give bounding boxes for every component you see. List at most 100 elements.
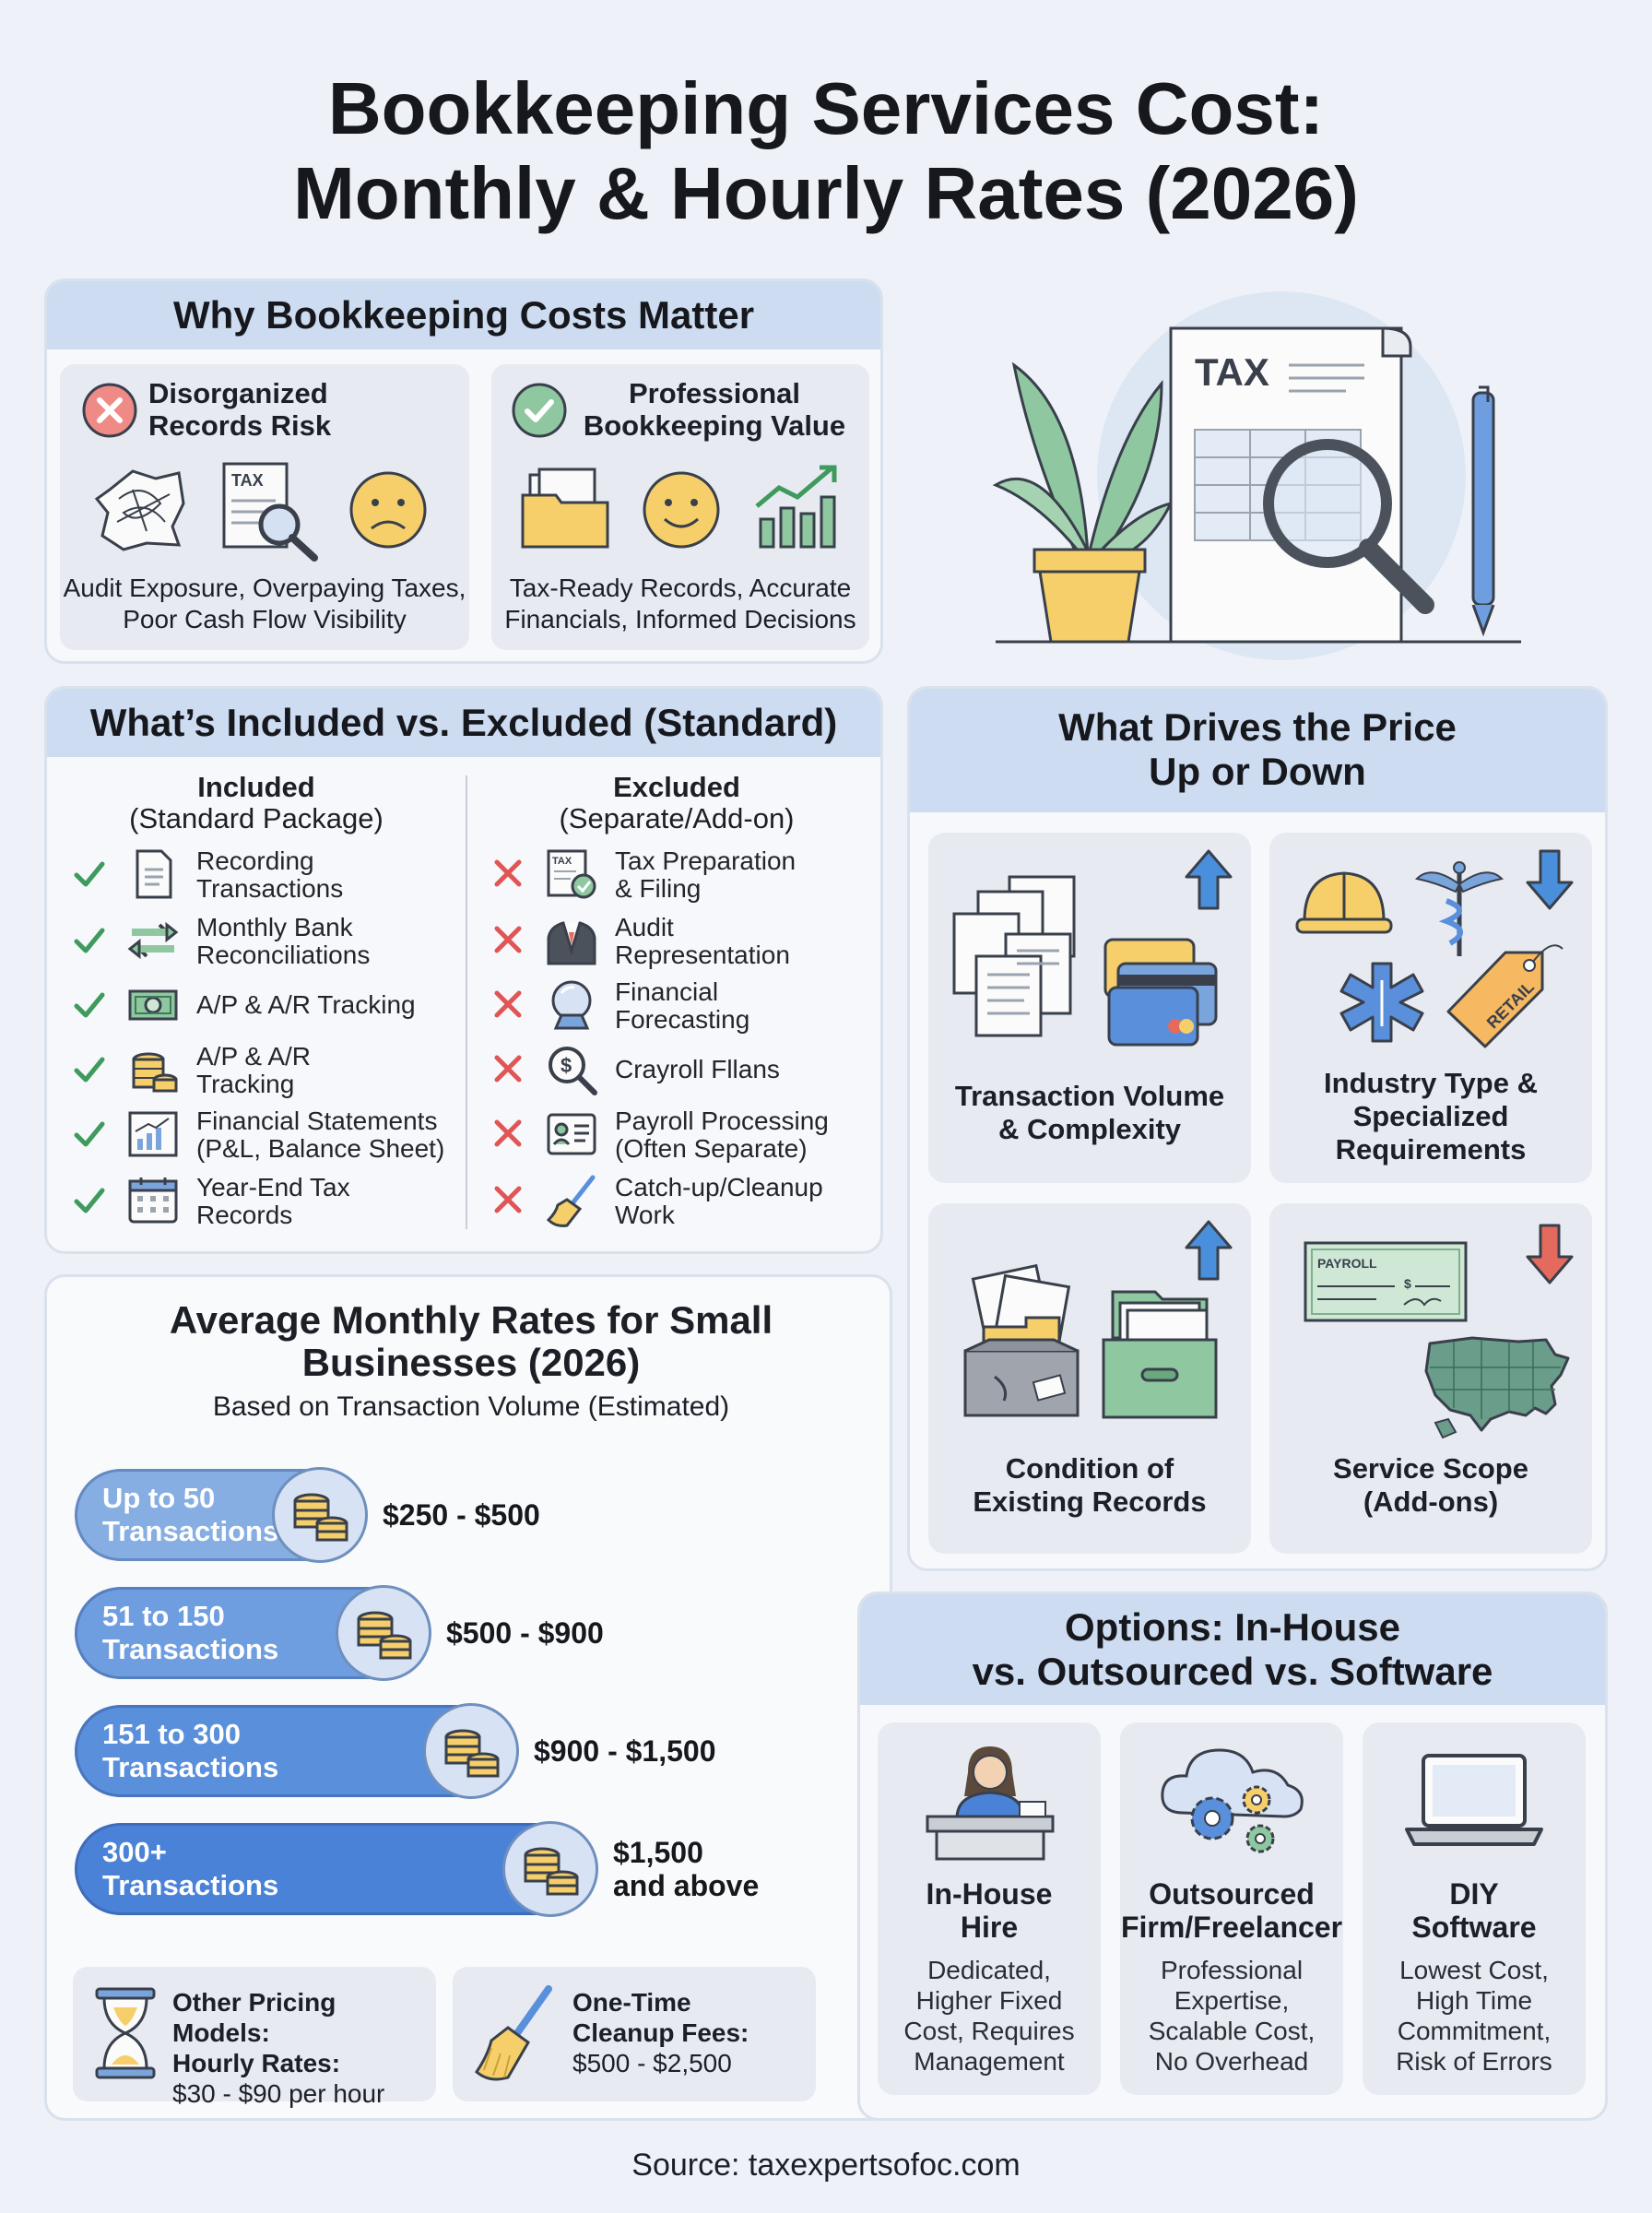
label-line-1: A/P & A/R Tracking <box>196 990 416 1019</box>
label-line-1: Catch-up/Cleanup <box>615 1173 823 1201</box>
error-x-icon <box>82 383 137 438</box>
title-line-2: Monthly & Hourly Rates (2026) <box>293 152 1359 234</box>
magnifying-glass-icon <box>1263 439 1434 614</box>
label-line-2: Tracking <box>196 1070 295 1098</box>
included-item-label: Monthly Bank Reconciliations <box>196 914 370 969</box>
rate-tier-label: 51 to 150 Transactions <box>102 1600 278 1666</box>
included-item-label: Year-End Tax Records <box>196 1174 350 1229</box>
price-drivers-heading: What Drives the Price Up or Down <box>910 689 1605 812</box>
svg-text:TAX: TAX <box>231 471 264 490</box>
included-excluded-card: What’s Included vs. Excluded (Standard) … <box>44 686 883 1254</box>
rate-tier-bar: 51 to 150 Transactions <box>75 1587 428 1679</box>
option-outsourced: Outsourced Firm/Freelancer Professional … <box>1120 1722 1343 2095</box>
excluded-item-label: Audit Representation <box>615 914 790 969</box>
label-line-2: (Often Separate) <box>615 1134 808 1163</box>
check-icon <box>71 855 108 892</box>
driver-service-scope: PAYROLL $ Service Scope (Add-ons) <box>1269 1203 1592 1554</box>
included-item-label: A/P & A/R Tracking <box>196 991 416 1019</box>
included-excluded-heading: What’s Included vs. Excluded (Standard) <box>47 689 880 757</box>
credit-cards-icon <box>1103 938 1218 1047</box>
check-icon <box>71 1115 108 1152</box>
price-line-1: $500 - $900 <box>446 1616 604 1650</box>
filing-box-icon <box>1102 1290 1218 1419</box>
crystal-ball-icon <box>545 978 598 1032</box>
label-line-1: Monthly Bank <box>196 913 353 941</box>
value-description: Tax-Ready Records, Accurate Financials, … <box>504 574 856 633</box>
cross-icon <box>490 921 526 958</box>
label-line-1: Crayroll Fllans <box>615 1055 780 1083</box>
label-line-1: Payroll Processing <box>615 1106 829 1135</box>
driver-transaction-volume: Transaction Volume & Complexity <box>928 833 1251 1183</box>
tier-unit: Transactions <box>102 1869 279 1901</box>
svg-text:$: $ <box>1404 1276 1411 1291</box>
price-drivers-card: What Drives the Price Up or Down <box>907 686 1608 1571</box>
rate-tier-label: 300+ Transactions <box>102 1836 278 1902</box>
label-line-2: Representation <box>615 941 790 969</box>
tier-unit: Transactions <box>102 1633 279 1665</box>
hero-illustration: TAX <box>992 291 1521 660</box>
coin-stack-icon <box>502 1821 598 1917</box>
arrow-up-icon <box>1185 849 1233 910</box>
option-diy-software: DIY Software Lowest Cost, High Time Comm… <box>1363 1722 1586 2095</box>
check-icon <box>71 1050 108 1087</box>
tier-unit: Transactions <box>102 1515 279 1547</box>
hourly-rates-text: Other Pricing Models: Hourly Rates: $30 … <box>172 1988 385 2108</box>
rates-subtitle: Based on Transaction Volume (Estimated) <box>212 1391 730 1422</box>
crumpled-paper-icon <box>94 469 185 551</box>
label-line-2: (P&L, Balance Sheet) <box>196 1134 445 1163</box>
risk-panel: Disorganized Records Risk TAX Audit Expo… <box>60 364 469 650</box>
why-costs-heading: Why Bookkeeping Costs Matter <box>47 281 880 349</box>
rates-title: Average Monthly Rates for Small Business… <box>169 1298 773 1384</box>
title-line-1: Bookkeeping Services Cost: <box>327 67 1325 149</box>
label-line-1: Tax Preparation <box>615 846 796 875</box>
exchange-arrows-icon <box>126 914 180 967</box>
rate-tier-price: $900 - $1,500 <box>534 1734 716 1768</box>
tier-unit: Transactions <box>102 1751 279 1783</box>
cross-icon <box>490 986 526 1023</box>
folder-icon <box>521 467 609 549</box>
laptop-icon <box>1405 1754 1543 1846</box>
included-item-label: Financial Statements (P&L, Balance Sheet) <box>196 1107 444 1163</box>
why-costs-card: Why Bookkeeping Costs Matter Disorganize… <box>44 278 883 664</box>
rate-tier-price: $250 - $500 <box>383 1498 540 1532</box>
option-outsourced-description: Professional Expertise, Scalable Cost, N… <box>1148 1956 1316 2076</box>
label-line-1: Audit <box>615 913 674 941</box>
hourglass-icon <box>95 1987 156 2079</box>
suit-icon <box>545 914 598 967</box>
coin-stack-icon <box>126 1043 180 1096</box>
driver-service-scope-label: Service Scope (Add-ons) <box>1333 1452 1528 1518</box>
label-line-1: Year-End Tax <box>196 1173 350 1201</box>
cross-icon <box>490 855 526 892</box>
label-line-1: Recording <box>196 846 314 875</box>
options-heading: Options: In-House vs. Outsourced vs. Sof… <box>860 1594 1605 1705</box>
retail-tag-icon: RETAIL <box>1446 944 1564 1048</box>
coin-stack-icon <box>272 1467 368 1563</box>
price-line-1: $250 - $500 <box>383 1498 540 1532</box>
label-line-2: Forecasting <box>615 1005 750 1034</box>
label-line-2: Records <box>196 1201 293 1229</box>
value-title: Professional Bookkeeping Value <box>583 377 846 442</box>
tier-range: Up to 50 <box>102 1482 216 1514</box>
price-line-2: and above <box>613 1869 760 1902</box>
messy-box-icon <box>963 1263 1080 1417</box>
price-line-1: $1,500 <box>613 1836 703 1869</box>
svg-text:$: $ <box>560 1054 572 1077</box>
bar-chart-icon <box>126 1107 180 1161</box>
risk-title: Disorganized Records Risk <box>148 377 332 442</box>
caduceus-icon <box>1414 861 1504 956</box>
label-line-2: Reconciliations <box>196 941 371 969</box>
excluded-item-label: Catch-up/Cleanup Work <box>615 1174 823 1229</box>
option-outsourced-title: Outsourced Firm/Freelancer <box>1120 1877 1343 1944</box>
broom-icon <box>475 1985 552 2081</box>
driver-transaction-volume-label: Transaction Volume & Complexity <box>954 1080 1225 1145</box>
source-link[interactable]: Source: taxexpertsofoc.com <box>631 2148 1021 2183</box>
arrow-down-red-icon <box>1526 1224 1574 1284</box>
calendar-icon <box>126 1174 180 1227</box>
column-divider <box>466 775 467 1229</box>
sad-face-icon <box>349 471 427 549</box>
cash-bill-icon <box>126 978 180 1032</box>
tier-range: 151 to 300 <box>102 1718 241 1750</box>
medical-star-icon <box>1339 962 1424 1043</box>
broom-icon <box>545 1174 598 1227</box>
happy-face-icon <box>643 471 720 549</box>
